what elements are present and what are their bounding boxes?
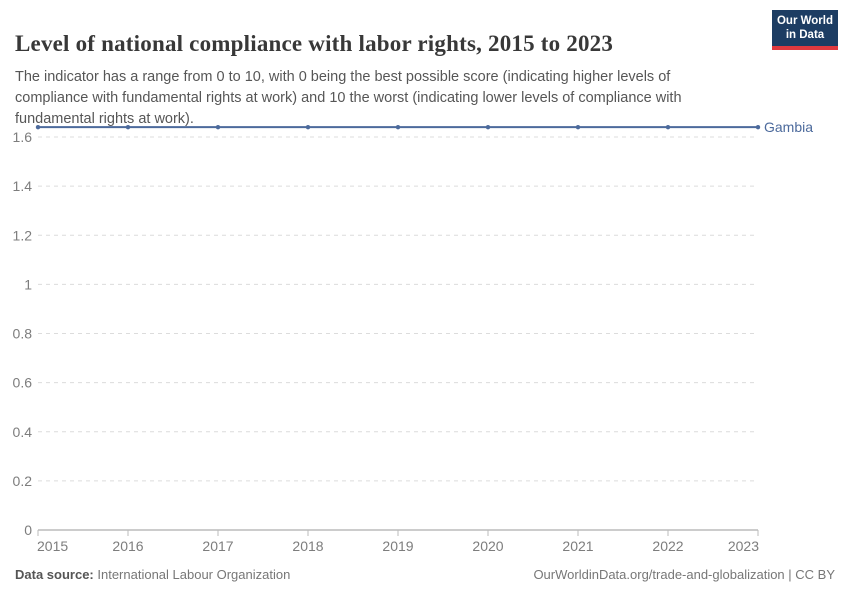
data-point[interactable] xyxy=(215,124,221,130)
y-tick-label: 1 xyxy=(24,276,32,292)
x-tick-label: 2016 xyxy=(112,538,143,554)
data-point[interactable] xyxy=(755,124,761,130)
data-point[interactable] xyxy=(305,124,311,130)
data-point[interactable] xyxy=(35,124,41,130)
chart-title: Level of national compliance with labor … xyxy=(15,31,614,57)
data-source-text: Data source: International Labour Organi… xyxy=(15,567,290,582)
y-tick-label: 1.2 xyxy=(13,227,33,243)
data-point[interactable] xyxy=(575,124,581,130)
owid-logo[interactable]: Our World in Data xyxy=(772,10,838,50)
x-tick-label: 2017 xyxy=(202,538,233,554)
x-tick-label: 2019 xyxy=(382,538,413,554)
x-tick-label: 2022 xyxy=(652,538,683,554)
data-point[interactable] xyxy=(395,124,401,130)
owid-logo-line2: in Data xyxy=(785,29,825,41)
chart-footer: Data source: International Labour Organi… xyxy=(0,567,850,589)
y-tick-label: 1.4 xyxy=(13,178,33,194)
entity-label[interactable]: Gambia xyxy=(764,119,813,135)
y-tick-label: 0.4 xyxy=(13,424,33,440)
data-source-value: International Labour Organization xyxy=(93,567,291,582)
x-tick-label: 2018 xyxy=(292,538,323,554)
y-tick-label: 0.6 xyxy=(13,375,33,391)
y-tick-label: 0.2 xyxy=(13,473,33,489)
data-point[interactable] xyxy=(485,124,491,130)
y-tick-label: 0.8 xyxy=(13,326,33,342)
y-tick-label: 1.6 xyxy=(13,129,33,145)
y-tick-label: 0 xyxy=(24,522,32,538)
chart-subtitle: The indicator has a range from 0 to 10, … xyxy=(15,68,682,127)
data-point[interactable] xyxy=(665,124,671,130)
data-point[interactable] xyxy=(125,124,131,130)
footer-license-link[interactable]: OurWorldinData.org/trade-and-globalizati… xyxy=(533,567,835,582)
x-tick-label: 2015 xyxy=(37,538,68,554)
x-tick-label: 2021 xyxy=(562,538,593,554)
owid-logo-line1: Our World xyxy=(776,15,833,27)
data-source-label: Data source: xyxy=(15,567,94,582)
x-tick-label: 2020 xyxy=(472,538,503,554)
x-tick-label: 2023 xyxy=(728,538,759,554)
